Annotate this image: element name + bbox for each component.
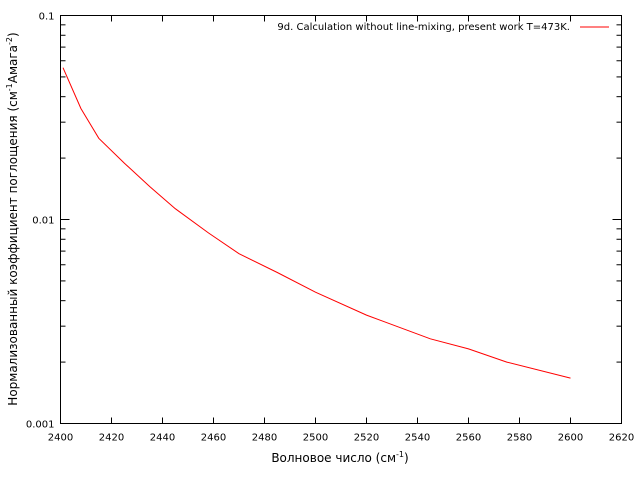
x-tick-label: 2480 xyxy=(252,433,277,444)
x-tick-label: 2500 xyxy=(303,433,328,444)
y-tick-label: 0.1 xyxy=(39,12,55,23)
x-tick-label: 2600 xyxy=(558,433,583,444)
x-tick-label: 2460 xyxy=(201,433,226,444)
x-tick-label: 2580 xyxy=(507,433,532,444)
y-tick-label: 0.01 xyxy=(32,216,54,227)
x-tick-label: 2400 xyxy=(48,433,73,444)
x-tick-label: 2540 xyxy=(405,433,430,444)
y-tick-label: 0.001 xyxy=(26,420,55,431)
legend-label: 9d. Calculation without line-mixing, pre… xyxy=(277,22,570,33)
legend: 9d. Calculation without line-mixing, pre… xyxy=(277,22,609,33)
x-tick-label: 2520 xyxy=(354,433,379,444)
ticks-layer: 2400 2420 2440 2460 2480 2500 2520 2540 2560 2580… xyxy=(26,12,634,444)
x-tick-label: 2440 xyxy=(150,433,175,444)
x-tick-label: 2620 xyxy=(609,433,634,444)
x-tick-label: 2420 xyxy=(99,433,124,444)
x-axis-title: Волновое число (см-1) xyxy=(271,450,408,465)
series-line xyxy=(62,67,571,379)
series-layer xyxy=(62,67,571,379)
y-axis-title: Нормализованный коэффициент поглощения (… xyxy=(5,32,20,405)
plot-frame xyxy=(60,15,622,424)
x-tick-label: 2560 xyxy=(456,433,481,444)
